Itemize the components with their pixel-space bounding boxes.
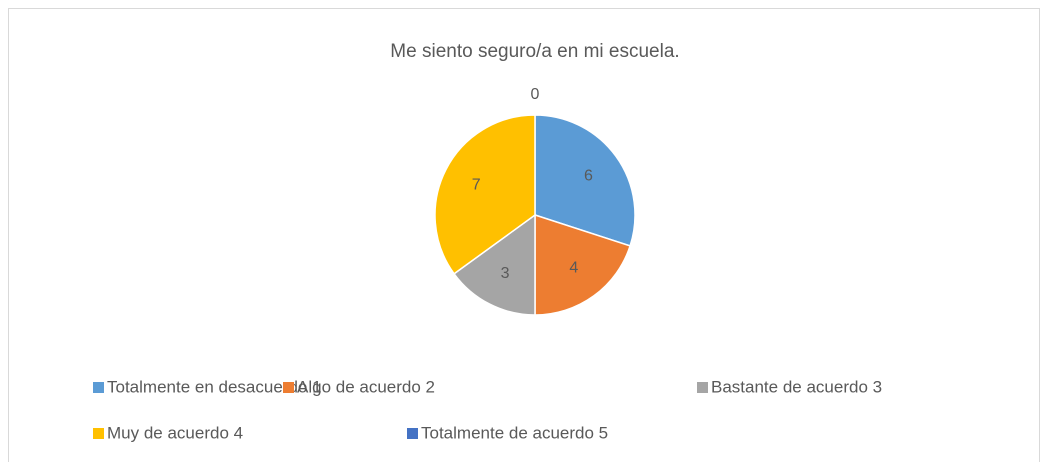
legend-label: Algo de acuerdo 2 [297,377,435,396]
legend-label: Bastante de acuerdo 3 [711,377,882,396]
chart-title: Me siento seguro/a en mi escuela. [390,41,679,62]
pie-slice [434,114,536,275]
pie-slice [534,213,632,316]
legend-marker [93,382,104,393]
legend-label: Totalmente en desacuerdo 1 [107,377,322,396]
legend-marker [283,382,294,393]
data-label: 7 [472,176,481,193]
legend-label: Totalmente de acuerdo 5 [421,423,608,442]
data-label: 4 [569,260,578,277]
data-label: 6 [584,167,593,184]
legend-label: Muy de acuerdo 4 [107,423,243,442]
data-label: 0 [531,86,540,103]
pie-slice [534,114,636,247]
legend-marker [697,382,708,393]
legend-marker [93,428,104,439]
data-label: 3 [501,265,510,282]
legend-marker [407,428,418,439]
pie-slice [453,213,536,316]
